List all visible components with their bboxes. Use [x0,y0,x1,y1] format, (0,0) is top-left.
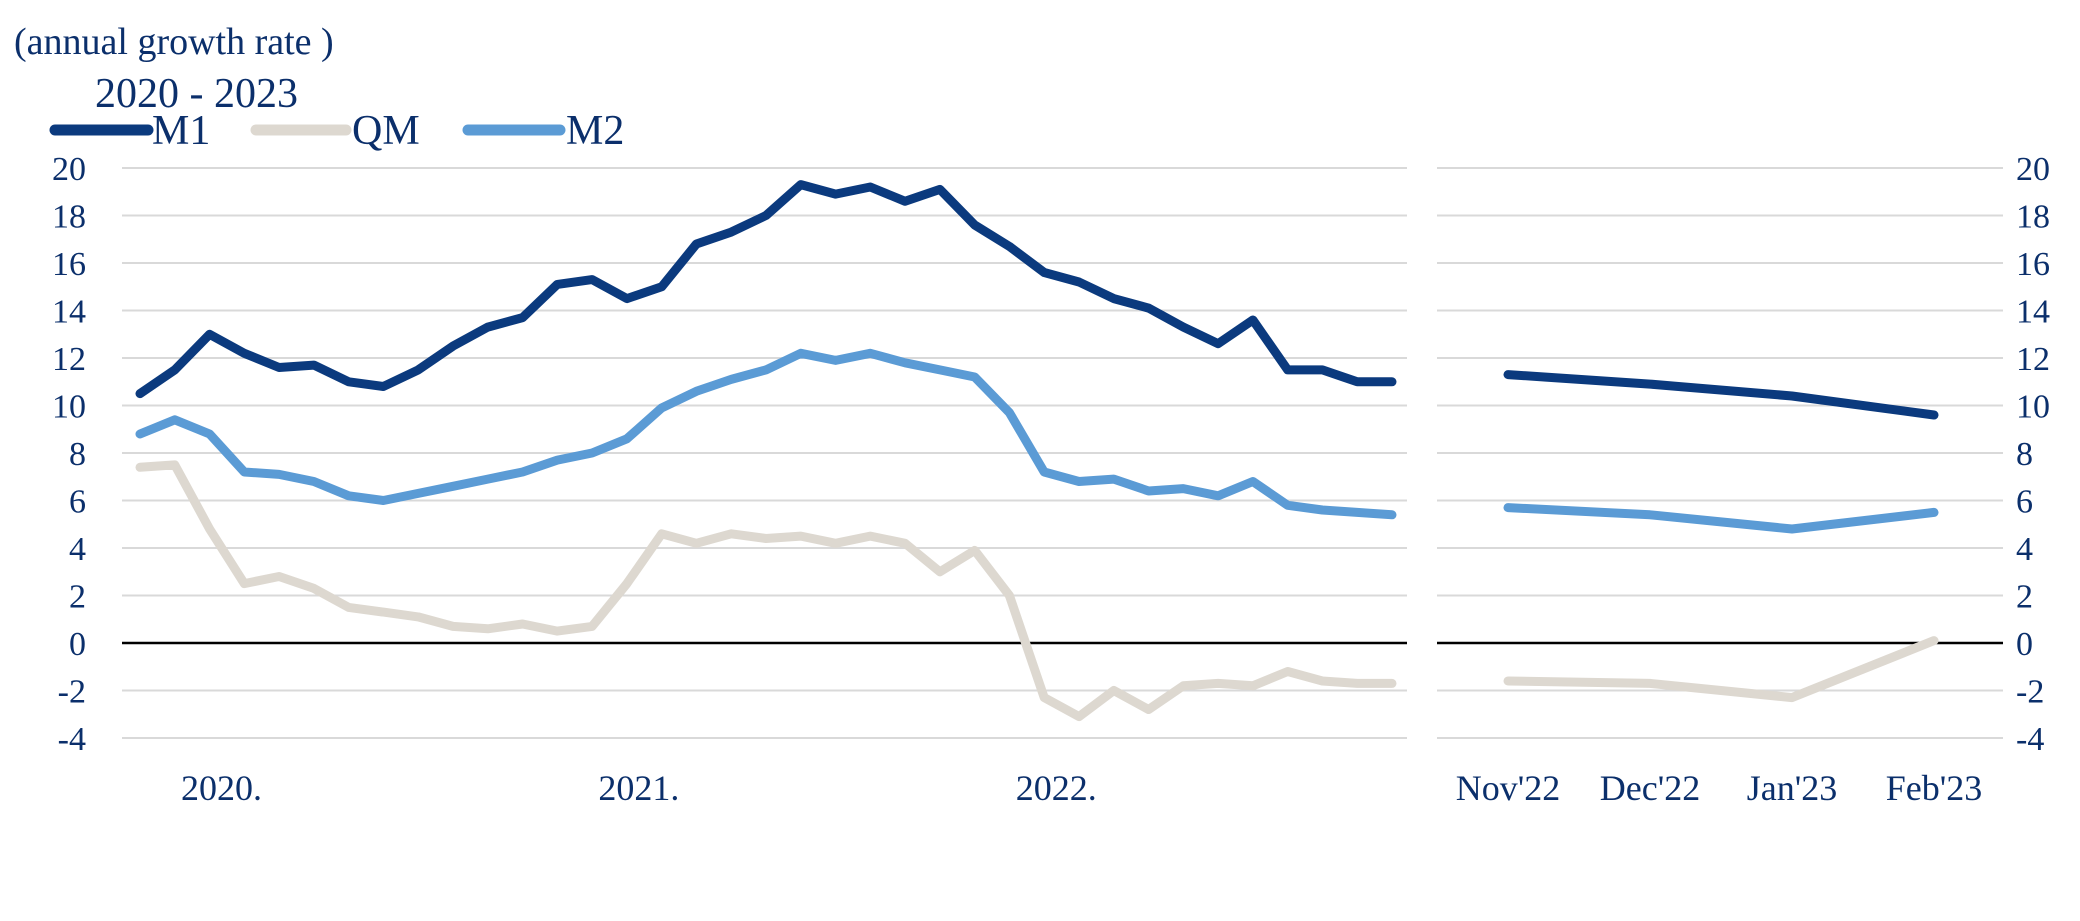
legend-item-qm: QM [250,108,420,154]
legend: M1 QM M2 [49,108,624,154]
left-y-tick-label: 20 [52,151,86,188]
right-y-tick-label: 12 [2016,341,2050,378]
right-y-tick-label: 6 [2016,484,2033,521]
right-series-line-qm [1503,636,1939,703]
left-y-tick-label: 0 [69,626,86,663]
left-y-tick-label: 14 [52,294,86,331]
legend-label-m1: M1 [152,108,210,154]
right-y-tick-label: 16 [2016,246,2050,283]
right-y-tick-label: 8 [2016,436,2033,473]
y-axis-unit-label: (annual growth rate ) [14,21,334,63]
right-x-tick-label: Dec'22 [1600,768,1700,808]
left-y-tick-label: 10 [52,389,86,426]
right-y-tick-label: -2 [2016,674,2044,711]
left-y-tick-label: -2 [58,674,86,711]
legend-label-m2: M2 [566,108,624,154]
right-x-tick-label: Nov'22 [1456,768,1560,808]
right-y-tick-label: 0 [2016,626,2033,663]
legend-item-m2: M2 [462,108,624,154]
left-series-line-m1 [135,180,1397,399]
right-x-tick-label: Feb'23 [1886,768,1983,808]
right-y-tick-label: 10 [2016,389,2050,426]
legend-label-qm: QM [352,108,420,154]
right-y-tick-label: 18 [2016,199,2050,236]
left-x-tick-label: 2021. [598,768,679,808]
left-y-tick-label: 6 [69,484,86,521]
right-x-tick-label: Jan'23 [1747,768,1837,808]
right-y-tick-label: -4 [2016,721,2044,758]
left-x-tick-label: 2020. [181,768,262,808]
right-series-line-m1 [1503,370,1939,420]
left-series-line-qm [135,460,1397,722]
left-y-tick-label: 2 [69,579,86,616]
legend-item-m1: M1 [49,108,210,154]
left-y-tick-label: -4 [58,721,86,758]
left-y-tick-label: 4 [69,531,86,568]
right-series-line-m2 [1503,503,1939,534]
right-y-tick-label: 2 [2016,579,2033,616]
right-y-tick-label: 4 [2016,531,2033,568]
left-series-line-m2 [135,348,1397,520]
left-y-tick-label: 16 [52,246,86,283]
right-y-tick-label: 20 [2016,151,2050,188]
left-y-tick-label: 12 [52,341,86,378]
left-y-tick-label: 18 [52,199,86,236]
left-panel: -4 -2 0 2 4 6 8 10 12 14 16 18 20 2020. 2021. 2022. [52,151,1407,808]
chart-title: 2020 - 2023 [95,71,298,117]
right-y-tick-label: 14 [2016,294,2050,331]
right-panel: -4 -2 0 2 4 6 8 10 12 14 16 18 20 Nov'22 Dec'22 Jan'23 F… [1437,151,2050,808]
left-y-tick-label: 8 [69,436,86,473]
left-x-tick-label: 2022. [1016,768,1097,808]
